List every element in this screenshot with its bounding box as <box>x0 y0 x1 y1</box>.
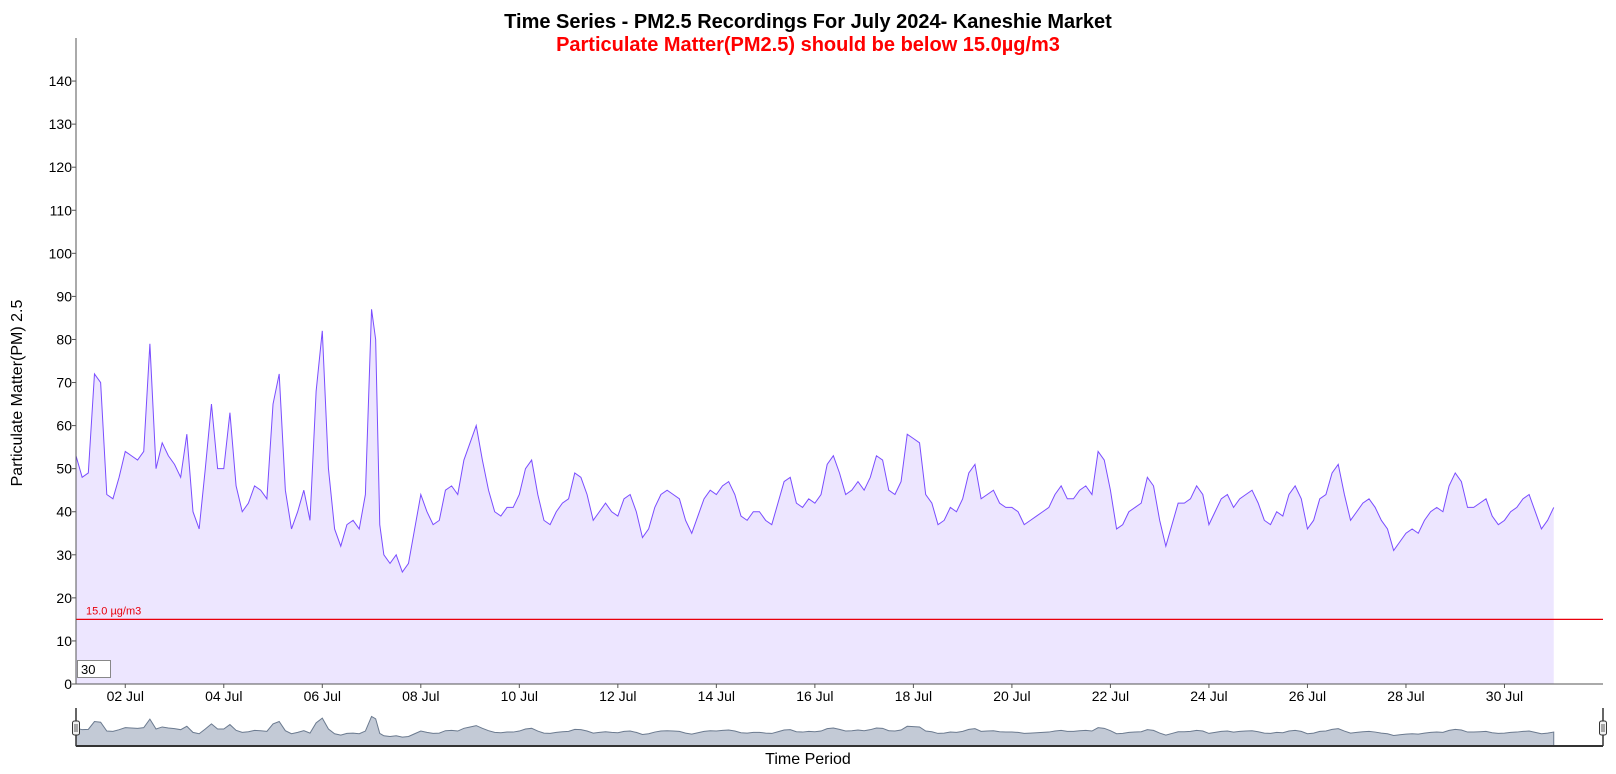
x-tick-label: 06 Jul <box>304 688 341 704</box>
y-tick-label: 80 <box>56 331 72 347</box>
y-tick-label: 40 <box>56 504 72 520</box>
y-tick-label: 110 <box>50 202 73 218</box>
series-line <box>75 309 1555 574</box>
x-tick-label: 02 Jul <box>107 688 144 704</box>
navigator[interactable] <box>72 708 1607 747</box>
y-axis-title: Particulate Matter(PM) 2.5 <box>9 300 26 487</box>
navigator-right-handle[interactable] <box>1599 720 1607 736</box>
y-tick-label: 50 <box>56 461 72 477</box>
x-tick-label: 16 Jul <box>796 688 833 704</box>
plot-area: 15.0 µg/m3 <box>75 309 1603 684</box>
series-area-fill <box>76 309 1554 684</box>
x-tick-label: 18 Jul <box>895 688 932 704</box>
y-tick-label: 20 <box>56 590 72 606</box>
chart-title: Time Series - PM2.5 Recordings For July … <box>504 11 1112 33</box>
x-tick-label: 24 Jul <box>1190 688 1227 704</box>
rolling-period-input[interactable]: 30 <box>77 660 111 678</box>
x-tick-label: 28 Jul <box>1387 688 1424 704</box>
x-tick-label: 26 Jul <box>1289 688 1326 704</box>
y-tick-label: 120 <box>49 159 73 175</box>
x-tick-label: 04 Jul <box>205 688 242 704</box>
y-tick-label: 140 <box>49 73 73 89</box>
x-tick-label: 10 Jul <box>501 688 538 704</box>
y-tick-label: 60 <box>56 418 72 434</box>
y-tick-label: 10 <box>56 633 72 649</box>
x-tick-label: 20 Jul <box>993 688 1030 704</box>
axes: 0 10 20 30 40 50 60 70 80 90 100 110 120 130 140 02 Jul… <box>49 38 1603 704</box>
x-tick-label: 22 Jul <box>1092 688 1129 704</box>
x-tick-label: 30 Jul <box>1486 688 1523 704</box>
chart-subtitle: Particulate Matter(PM2.5) should be belo… <box>556 34 1060 56</box>
y-tick-label: 90 <box>56 288 72 304</box>
threshold-label: 15.0 µg/m3 <box>86 605 141 617</box>
x-tick-label: 08 Jul <box>402 688 439 704</box>
y-tick-label: 130 <box>49 116 73 132</box>
y-tick-label: 70 <box>56 375 72 391</box>
y-tick-label: 30 <box>56 547 72 563</box>
y-tick-label: 0 <box>64 676 72 692</box>
x-tick-label: 14 Jul <box>698 688 735 704</box>
navigator-left-handle[interactable] <box>72 720 80 736</box>
y-tick-label: 100 <box>49 245 73 261</box>
navigator-series <box>75 715 1555 747</box>
x-axis-title: Time Period <box>765 751 851 768</box>
x-tick-label: 12 Jul <box>599 688 636 704</box>
